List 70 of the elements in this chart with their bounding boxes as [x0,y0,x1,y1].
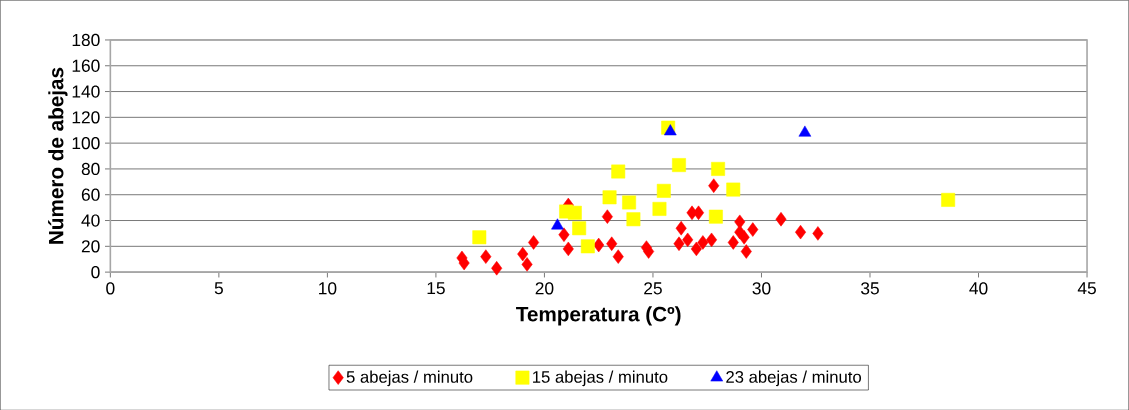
point [572,221,587,235]
point [567,205,582,220]
x-tick-label: 20 [535,281,554,295]
y-tick-label: 40 [81,214,100,227]
point [727,235,739,250]
point [708,209,723,224]
point [558,227,570,242]
point [562,241,574,256]
point [675,220,687,236]
x-axis-title: Temperatura (Cº) [516,306,681,326]
point [611,164,626,179]
point [747,222,759,237]
x-tick-label: 25 [644,281,662,295]
point [693,205,705,220]
y-tick-label: 60 [81,188,100,201]
point [472,230,487,244]
point [606,236,618,251]
y-axis-title: Número de abejas [48,67,68,244]
point [593,237,605,253]
point [672,157,686,172]
point [480,249,492,264]
point [775,211,787,227]
point [941,192,956,207]
point [740,244,752,259]
point [521,256,533,272]
y-tick-label: 160 [72,59,100,72]
x-tick-label: 10 [319,281,337,295]
legend-label: 23 abejas / minuto [726,370,862,386]
point [706,232,718,247]
point [580,239,595,254]
point [795,224,807,240]
point [690,241,702,256]
point [682,232,694,247]
point [612,249,624,264]
y-tick-label: 0 [91,265,100,279]
point [812,225,824,241]
point [491,260,503,276]
point [626,212,641,226]
y-tick-label: 120 [72,110,100,124]
point [697,235,709,250]
point [673,236,685,251]
point [551,218,564,230]
x-tick-label: 5 [214,281,223,295]
point [643,244,655,259]
y-tick-label: 180 [72,33,100,46]
point [622,195,637,210]
y-tick-label: 20 [81,239,100,253]
point [602,190,617,205]
x-tick-label: 30 [752,281,771,295]
point [517,246,529,262]
point [652,201,667,216]
x-tick-label: 0 [106,281,115,295]
point [656,183,671,198]
point [798,125,812,137]
x-tick-label: 15 [427,281,445,295]
legend-label: 15 abejas / minuto [533,370,668,386]
point [708,178,720,193]
point [738,229,750,245]
point [711,161,726,176]
point [664,124,677,136]
x-tick-label: 45 [1077,281,1096,295]
legend-label: 5 abejas / minuto [346,370,473,386]
y-tick-label: 140 [72,85,100,98]
y-tick-label: 80 [81,162,100,175]
x-tick-label: 40 [969,281,988,295]
point [528,235,540,250]
x-tick-label: 35 [861,281,879,295]
point [601,209,613,224]
point [726,182,741,197]
y-tick-label: 100 [72,136,100,150]
